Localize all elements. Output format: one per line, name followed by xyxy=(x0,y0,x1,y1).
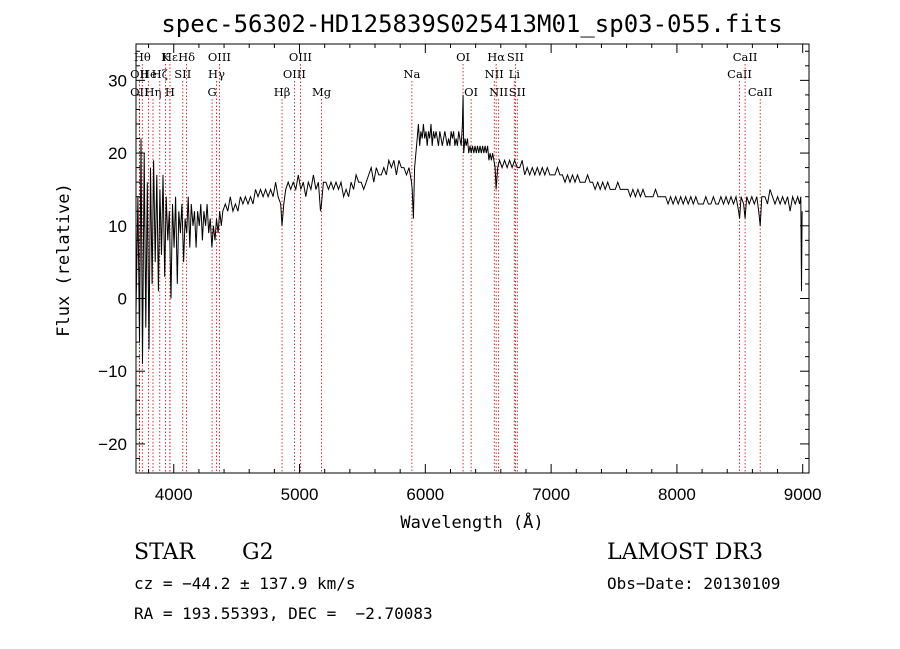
line-marker-label: NII xyxy=(485,67,504,81)
spectrum-chart: spec-56302-HD125839S025413M01_sp03-055.f… xyxy=(54,10,822,533)
y-tick-label: 30 xyxy=(108,71,127,90)
line-marker-label: OIII xyxy=(208,50,231,64)
line-marker-label: Hβ xyxy=(274,85,291,99)
y-axis-label: Flux (relative) xyxy=(54,183,74,337)
x-axis: 4000 5000 6000 7000 8000 9000 xyxy=(148,44,822,504)
line-marker-label: Hθ xyxy=(134,50,151,64)
line-marker-label: NII xyxy=(489,85,508,99)
line-marker-label: Hη xyxy=(145,85,162,99)
line-marker-label: OIII xyxy=(283,67,306,81)
chart-title: spec-56302-HD125839S025413M01_sp03-055.f… xyxy=(161,10,782,38)
line-marker-label: CaII xyxy=(733,50,758,64)
line-marker-label: OII xyxy=(130,85,149,99)
line-marker-label: Hε xyxy=(162,50,178,64)
survey-name: LAMOST DR3 xyxy=(607,540,763,565)
redshift-velocity: cz = −44.2 ± 137.9 km/s xyxy=(134,574,356,593)
y-tick-label: −20 xyxy=(98,435,127,454)
x-tick-label: 5000 xyxy=(281,485,319,504)
x-tick-label: 7000 xyxy=(532,485,570,504)
object-subclass: G2 xyxy=(242,540,274,565)
line-marker-label: Li xyxy=(509,67,521,81)
line-marker-label: G xyxy=(208,85,217,99)
x-tick-label: 9000 xyxy=(784,485,822,504)
line-marker-label: SII xyxy=(174,67,191,81)
y-tick-label: −10 xyxy=(98,362,127,381)
line-marker-label: SII xyxy=(509,85,526,99)
line-marker-label: CaII xyxy=(727,67,752,81)
line-marker-label: OII xyxy=(130,67,149,81)
x-tick-label: 8000 xyxy=(658,485,696,504)
line-marker-label: Mg xyxy=(312,85,332,99)
line-marker-label: Hζ xyxy=(152,67,168,81)
x-tick-label: 4000 xyxy=(155,485,193,504)
x-tick-label: 6000 xyxy=(406,485,444,504)
observation-date: Obs−Date: 20130109 xyxy=(607,574,781,593)
spectrum-line xyxy=(135,94,803,364)
line-marker-label: He xyxy=(140,67,157,81)
line-marker-label: K xyxy=(161,50,170,64)
object-class: STAR xyxy=(134,540,195,565)
spectral-line-markers: HθOIIOIIHeHηHζKHHεSIIHδGHγOIIIHβOIIIOIII… xyxy=(130,50,773,473)
plot-frame xyxy=(135,43,810,474)
y-tick-label: 0 xyxy=(118,289,127,308)
line-marker-label: Hγ xyxy=(208,67,225,81)
line-marker-label: OI xyxy=(464,85,478,99)
y-tick-label: 20 xyxy=(108,144,127,163)
line-marker-label: OIII xyxy=(289,50,312,64)
line-marker-label: Hα xyxy=(487,50,505,64)
x-axis-label: Wavelength (Å) xyxy=(400,511,543,533)
line-marker-label: Hδ xyxy=(178,50,195,64)
ra-dec-coordinates: RA = 193.55393, DEC = −2.70083 xyxy=(134,604,433,623)
line-marker-label: CaII xyxy=(748,85,773,99)
line-marker-label: OI xyxy=(456,50,470,64)
line-marker-label: SII xyxy=(507,50,524,64)
y-tick-label: 10 xyxy=(108,217,127,236)
line-marker-label: Na xyxy=(403,67,420,81)
y-axis: −20 −10 0 10 20 30 xyxy=(98,50,809,459)
